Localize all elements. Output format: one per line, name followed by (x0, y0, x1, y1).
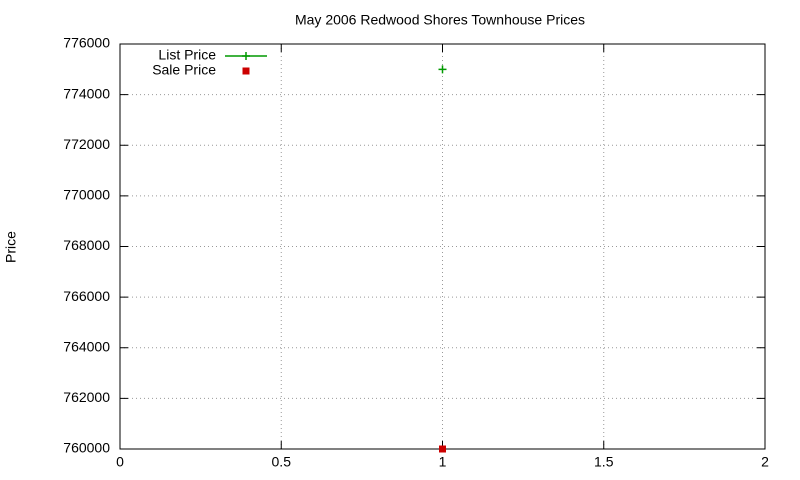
legend-marker (242, 52, 250, 60)
y-axis-label: Price (3, 231, 19, 263)
y-tick-label: 764000 (63, 338, 110, 354)
x-tick-label: 0.5 (272, 454, 292, 470)
legend-label: List Price (158, 47, 216, 63)
y-tick-label: 768000 (63, 237, 110, 253)
x-tick-label: 1.5 (594, 454, 614, 470)
y-tick-label: 762000 (63, 389, 110, 405)
data-point (438, 65, 447, 74)
y-tick-label: 776000 (63, 35, 110, 51)
y-tick-label: 772000 (63, 136, 110, 152)
legend-marker (242, 67, 250, 75)
legend-label: Sale Price (152, 62, 216, 78)
chart-title: May 2006 Redwood Shores Townhouse Prices (295, 12, 585, 28)
x-tick-label: 2 (761, 454, 769, 470)
y-tick-label: 770000 (63, 187, 110, 203)
x-tick-label: 1 (439, 454, 447, 470)
data-point (439, 445, 446, 453)
y-tick-label: 760000 (63, 440, 110, 456)
y-tick-label: 766000 (63, 288, 110, 304)
y-tick-label: 774000 (63, 85, 110, 101)
x-tick-label: 0 (116, 454, 124, 470)
